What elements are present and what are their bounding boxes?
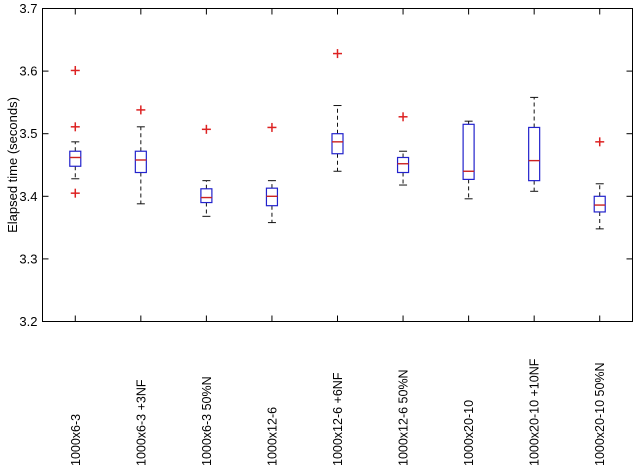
y-tick-label: 3.7 [19, 1, 37, 16]
x-tick-label: 1000x6-3 [69, 414, 83, 466]
x-tick-label: 1000x20-10 +10NF [528, 358, 542, 466]
y-tick-label: 3.4 [19, 189, 37, 204]
y-tick-label: 3.3 [19, 251, 37, 266]
box [200, 188, 213, 204]
x-tick-label: 1000x12-6 50%N [397, 369, 411, 466]
y-tick-label: 3.5 [19, 126, 37, 141]
box [462, 123, 475, 180]
box [134, 150, 147, 174]
x-tick-label: 1000x12-6 [265, 407, 279, 466]
y-tick-label: 3.2 [19, 314, 37, 329]
box [396, 156, 410, 174]
x-tick-label: 1000x20-10 50%N [593, 362, 607, 466]
y-axis-label: Elapsed time (seconds) [5, 97, 20, 233]
y-tick-label: 3.6 [19, 64, 37, 79]
x-tick-label: 1000x12-6 +6NF [331, 372, 345, 466]
box [528, 126, 541, 182]
box [593, 195, 606, 213]
x-tick-label: 1000x6-3 +3NF [134, 379, 148, 466]
x-tick-label: 1000x6-3 50%N [200, 376, 214, 466]
box [69, 150, 82, 167]
box [331, 133, 344, 155]
x-tick-label: 1000x20-10 [462, 400, 476, 466]
